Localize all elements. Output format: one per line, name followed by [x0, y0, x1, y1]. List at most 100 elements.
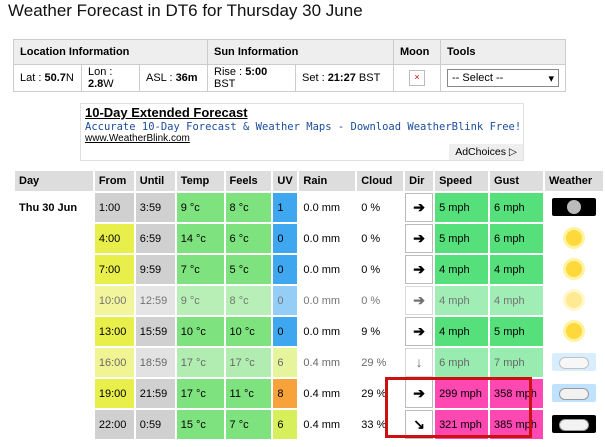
from-cell: 4:00 — [94, 224, 134, 253]
forecast-row: Thu 30 Jun 1:00 3:59 9 °c 8 °c 1 0.0 mm 0 % ➔ 5 m… — [15, 193, 603, 222]
speed-cell: 4 mph — [435, 286, 489, 315]
advert-title[interactable]: 10-Day Extended Forecast — [85, 105, 248, 120]
altitude: ASL : 36m — [139, 64, 208, 92]
info-panel: Location Information Sun Information Moo… — [13, 39, 566, 92]
cloud-cell: 0 % — [357, 286, 404, 315]
feels-cell: 17 °c — [225, 348, 272, 377]
sun-info-header: Sun Information — [207, 39, 394, 65]
wind-arrow-icon: ➔ — [413, 261, 425, 277]
moon-header: Moon — [393, 39, 441, 65]
weather-cell — [545, 410, 603, 439]
weather-cell — [545, 286, 603, 315]
day-cell — [15, 348, 93, 377]
day-cell — [15, 317, 93, 346]
rain-cell: 0.4 mm — [299, 348, 356, 377]
col-cloud: Cloud — [357, 171, 404, 191]
col-until: Until — [135, 171, 175, 191]
speed-cell: 6 mph — [435, 348, 489, 377]
tools-select[interactable]: -- Select -- ▾ — [447, 69, 559, 87]
day-cell — [15, 255, 93, 284]
sunny-icon — [552, 291, 596, 309]
wind-direction-cell: ➔ — [405, 193, 434, 222]
sunset: Set : 21:27 BST — [295, 64, 394, 92]
feels-cell: 5 °c — [225, 255, 272, 284]
speed-cell: 5 mph — [435, 224, 489, 253]
clear-night-icon — [552, 198, 596, 216]
until-cell: 3:59 — [135, 193, 175, 222]
until-cell: 6:59 — [135, 224, 175, 253]
uv-cell: 6 — [273, 348, 298, 377]
forecast-row: 16:00 18:59 17 °c 17 °c 6 0.4 mm 29 % ↓ 6 mph 7 m… — [15, 348, 603, 377]
col-from: From — [94, 171, 134, 191]
from-cell: 7:00 — [94, 255, 134, 284]
cloudy-night-icon — [552, 415, 596, 433]
moon-cell: × — [393, 64, 441, 92]
col-speed: Speed — [435, 171, 489, 191]
cloud-cell: 29 % — [357, 379, 404, 408]
weather-cell — [545, 317, 603, 346]
weather-cell — [545, 193, 603, 222]
forecast-header-row: Day From Until Temp Feels UV Rain Cloud … — [15, 171, 603, 191]
advert-url[interactable]: www.WeatherBlink.com — [85, 133, 190, 144]
col-dir: Dir — [405, 171, 434, 191]
day-cell — [15, 410, 93, 439]
speed-cell: 4 mph — [435, 255, 489, 284]
forecast-row: 19:00 21:59 17 °c 11 °c 8 0.4 mm 29 % ➔ 299 mph 3… — [15, 379, 603, 408]
rain-cell: 0.0 mm — [299, 317, 356, 346]
col-rain: Rain — [299, 171, 356, 191]
col-day: Day — [15, 171, 93, 191]
tools-header: Tools — [440, 39, 566, 65]
temp-cell: 7 °c — [176, 255, 224, 284]
longitude: Lon : 2.8W — [81, 64, 140, 92]
gust-cell: 358 mph — [490, 379, 543, 408]
gust-cell: 7 mph — [490, 348, 543, 377]
forecast-row: 7:00 9:59 7 °c 5 °c 0 0.0 mm 0 % ➔ 4 mph 4 mph — [15, 255, 603, 284]
wind-direction-cell: ↘ — [405, 410, 434, 439]
wind-arrow-icon: ↓ — [415, 354, 423, 370]
rain-cell: 0.0 mm — [299, 255, 356, 284]
temp-cell: 17 °c — [176, 379, 224, 408]
gust-cell: 4 mph — [490, 255, 543, 284]
forecast-table: Day From Until Temp Feels UV Rain Cloud … — [13, 169, 605, 441]
rain-cell: 0.0 mm — [299, 286, 356, 315]
cloud-cell: 9 % — [357, 317, 404, 346]
col-weather: Weather — [545, 171, 603, 191]
uv-cell: 8 — [273, 379, 298, 408]
day-cell — [15, 286, 93, 315]
uv-cell: 6 — [273, 410, 298, 439]
from-cell: 16:00 — [94, 348, 134, 377]
weather-cell — [545, 224, 603, 253]
sunrise: Rise : 5:00 BST — [207, 64, 296, 92]
uv-cell: 1 — [273, 193, 298, 222]
temp-cell: 9 °c — [176, 193, 224, 222]
latitude: Lat : 50.7N — [13, 64, 82, 92]
until-cell: 18:59 — [135, 348, 175, 377]
chevron-down-icon: ▾ — [548, 72, 554, 85]
rain-cell: 0.4 mm — [299, 410, 356, 439]
advert-banner[interactable]: 10-Day Extended Forecast Accurate 10-Day… — [80, 103, 524, 161]
advert-description: Accurate 10-Day Forecast & Weather Maps … — [85, 121, 522, 133]
cloud-cell: 0 % — [357, 193, 404, 222]
sunny-icon — [552, 322, 596, 340]
feels-cell: 8 °c — [225, 286, 272, 315]
weather-cell — [545, 348, 603, 377]
cloud-cell: 0 % — [357, 255, 404, 284]
adchoices-link[interactable]: AdChoices ▷ — [449, 144, 523, 160]
rain-cell: 0.0 mm — [299, 224, 356, 253]
sunny-icon — [552, 260, 596, 278]
weather-cell — [545, 255, 603, 284]
cloud-cell: 33 % — [357, 410, 404, 439]
uv-cell: 0 — [273, 286, 298, 315]
col-temp: Temp — [176, 171, 224, 191]
gust-cell: 6 mph — [490, 193, 543, 222]
day-cell — [15, 224, 93, 253]
sunny-icon — [552, 229, 596, 247]
from-cell: 22:00 — [94, 410, 134, 439]
wind-direction-cell: ➔ — [405, 317, 434, 346]
temp-cell: 10 °c — [176, 317, 224, 346]
broken-image-icon: × — [409, 70, 425, 86]
forecast-row: 10:00 12:59 9 °c 8 °c 0 0.0 mm 0 % ➔ 4 mph 4 mph — [15, 286, 603, 315]
feels-cell: 11 °c — [225, 379, 272, 408]
gust-cell: 4 mph — [490, 286, 543, 315]
location-info-header: Location Information — [13, 39, 208, 65]
